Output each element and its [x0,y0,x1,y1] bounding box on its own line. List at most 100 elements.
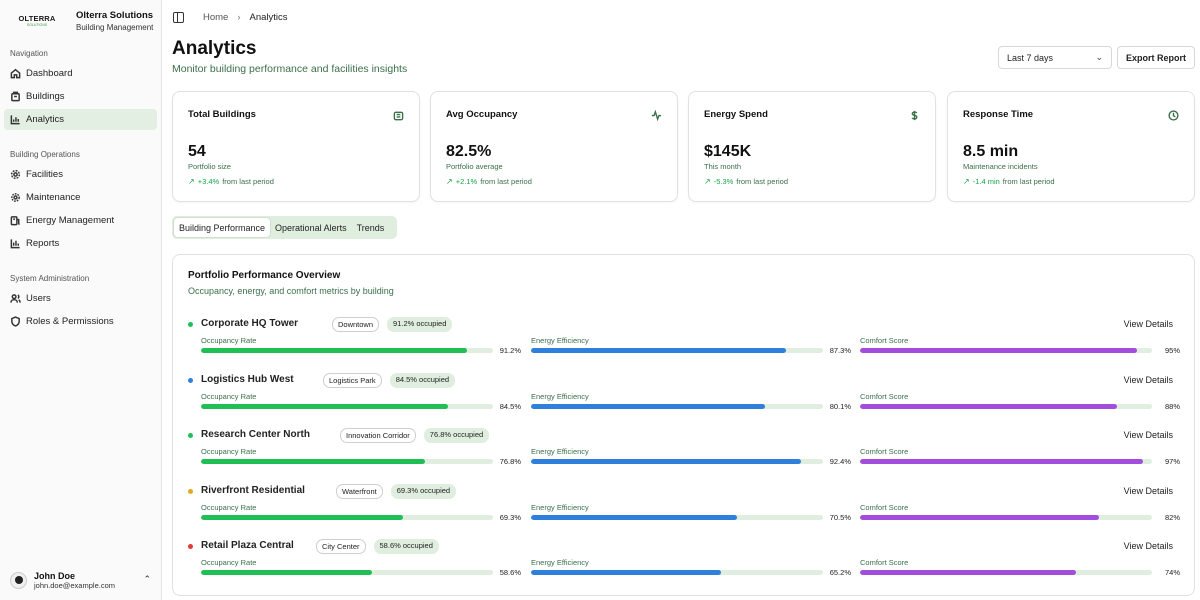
metric-label: Energy Efficiency [531,558,589,567]
comfort-metric: Comfort Score 82% [860,503,1180,527]
sidebar-item-reports[interactable]: Reports [4,233,157,254]
tab-building-performance[interactable]: Building Performance [174,218,271,237]
activity-icon [651,108,662,122]
kpi-title: Energy Spend [704,109,768,120]
sidebar-item-dashboard[interactable]: Dashboard [4,63,157,84]
building-row: Corporate HQ Tower Downtown 91.2% occupied… [173,317,1196,367]
building-row: Retail Plaza Central City Center 58.6% occ… [173,539,1196,589]
occupancy-metric: Occupancy Rate 84.5% [201,392,521,416]
progress-fill [860,404,1117,409]
metric-label: Energy Efficiency [531,392,589,401]
sidebar: OLTERRA SOLUTIONS Olterra Solutions Buil… [0,0,162,600]
metric-value: 97% [1164,457,1180,466]
occupancy-metric: Occupancy Rate 69.3% [201,503,521,527]
trend-up-icon: ↗ [963,177,970,186]
sidebar-item-label: Roles & Permissions [26,316,114,327]
metric-label: Comfort Score [860,447,909,456]
gear-icon [10,169,21,180]
status-dot [188,433,193,438]
building-icon [10,91,21,102]
status-dot [188,544,193,549]
progress-fill [201,459,426,464]
sidebar-item-label: Energy Management [26,215,115,226]
kpi-delta-suffix: from last period [480,177,532,186]
kpi-value: 8.5 min [963,143,1019,160]
kpi-delta-suffix: from last period [736,177,788,186]
export-report-button[interactable]: Export Report [1117,46,1195,69]
metric-label: Comfort Score [860,336,909,345]
sidebar-item-users[interactable]: Users [4,288,157,309]
progress-fill [860,459,1144,464]
sidebar-item-facilities[interactable]: Facilities [4,164,157,185]
sidebar-item-roles-permissions[interactable]: Roles & Permissions [4,311,157,332]
sidebar-item-energy-management[interactable]: Energy Management [4,210,157,231]
sidebar-item-analytics[interactable]: Analytics [4,109,157,130]
building-tags: Downtown 91.2% occupied [332,317,453,332]
occupancy-metric: Occupancy Rate 91.2% [201,336,521,360]
user-menu[interactable]: John Doe john.doe@example.com ⌃ [10,566,155,594]
brand[interactable]: OLTERRA SOLUTIONS Olterra Solutions Buil… [12,6,153,36]
view-details-link[interactable]: View Details [1123,375,1173,385]
page-subtitle: Monitor building performance and facilit… [172,63,408,75]
tab-operational-alerts[interactable]: Operational Alerts [275,222,347,233]
date-range-value: Last 7 days [1007,53,1054,63]
metric-label: Occupancy Rate [201,558,257,567]
sidebar-item-label: Facilities [26,169,63,180]
home-icon [10,68,21,79]
progress-track [201,348,493,353]
metric-value: 82% [1164,513,1180,522]
dollar-icon [909,108,920,121]
progress-fill [201,348,468,353]
sidebar-item-buildings[interactable]: Buildings [4,86,157,107]
status-dot [188,378,193,383]
progress-track [201,459,493,464]
view-details-link[interactable]: View Details [1123,430,1173,440]
building-name: Retail Plaza Central [201,540,294,551]
chevron-up-icon[interactable]: ⌃ [143,574,151,584]
kpi-card-total-buildings: Total Buildings 54 Portfolio size ↗ +3.4… [172,91,420,202]
status-dot [188,322,193,327]
tab-trends[interactable]: Trends [356,222,385,233]
metric-value: 92.4% [829,457,851,466]
occupancy-badge: 84.5% occupied [389,373,456,388]
view-details-link[interactable]: View Details [1123,541,1173,551]
portfolio-performance-panel: Portfolio Performance Overview Occupancy… [172,254,1195,596]
progress-track [860,348,1152,353]
progress-track [201,404,493,409]
view-details-link[interactable]: View Details [1123,486,1173,496]
comfort-metric: Comfort Score 74% [860,558,1180,582]
progress-fill [201,404,448,409]
occupancy-badge: 91.2% occupied [387,317,453,332]
building-row: Research Center North Innovation Corridor… [173,428,1196,478]
breadcrumb-current: Analytics [249,12,288,23]
breadcrumb-home[interactable]: Home [203,12,229,23]
sidebar-toggle-icon[interactable] [173,12,184,23]
metric-value: 65.2% [829,568,851,577]
metric-label: Comfort Score [860,503,909,512]
brand-name: Olterra Solutions [76,9,154,21]
progress-fill [531,348,786,353]
progress-fill [531,459,801,464]
logo-word: OLTERRA [18,14,56,23]
metric-value: 69.3% [499,513,521,522]
shield-icon [10,316,21,327]
location-badge: City Center [316,539,366,554]
progress-fill [201,570,373,575]
tabs: Building Performance Operational Alerts … [172,216,397,239]
location-badge: Waterfront [336,484,383,499]
metric-value: 80.1% [829,402,851,411]
progress-track [860,459,1152,464]
panel-subtitle: Occupancy, energy, and comfort metrics b… [188,286,394,296]
kpi-trend: ↗ +2.1% from last period [446,177,532,186]
kpi-card-energy-spend: Energy Spend $145K This month ↗ -5.3% fr… [688,91,936,202]
kpi-delta-suffix: from last period [222,177,274,186]
progress-track [531,459,823,464]
breadcrumb: Home › Analytics [203,12,288,23]
metric-label: Energy Efficiency [531,336,589,345]
kpi-subtitle: Maintenance incidents [963,162,1038,171]
view-details-link[interactable]: View Details [1123,319,1173,329]
building-tags: Waterfront 69.3% occupied [336,484,457,499]
sidebar-item-maintenance[interactable]: Maintenance [4,187,157,208]
date-range-select[interactable]: Last 7 days ⌄ [998,46,1112,69]
kpi-trend: ↗ -5.3% from last period [704,177,788,186]
